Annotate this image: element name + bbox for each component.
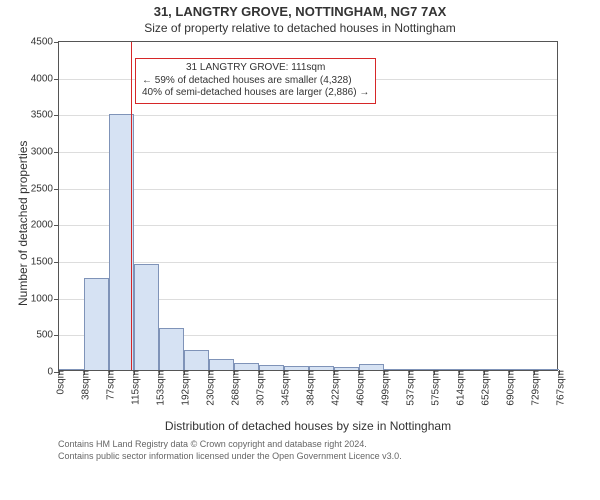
chart-container: Number of detached properties 0500100015… — [58, 41, 600, 433]
y-tick-label: 4500 — [31, 37, 59, 48]
y-tick-label: 500 — [36, 330, 59, 341]
histogram-bar — [84, 278, 109, 370]
x-tick-label: 77sqm — [102, 370, 117, 400]
x-tick-label: 115sqm — [127, 370, 142, 405]
annotation-line: ← 59% of detached houses are smaller (4,… — [142, 75, 369, 88]
x-tick-label: 38sqm — [77, 370, 92, 400]
annotation-line: 31 LANGTRY GROVE: 111sqm — [142, 62, 369, 75]
x-tick-label: 729sqm — [527, 370, 542, 406]
y-axis-label: Number of detached properties — [16, 141, 30, 306]
histogram-bar — [159, 328, 184, 370]
chart-title: 31, LANGTRY GROVE, NOTTINGHAM, NG7 7AX — [0, 4, 600, 19]
histogram-bar — [209, 359, 234, 370]
property-marker-line — [131, 42, 132, 370]
x-tick-label: 499sqm — [377, 370, 392, 406]
x-axis-label: Distribution of detached houses by size … — [58, 419, 558, 433]
y-tick-label: 4000 — [31, 73, 59, 84]
x-tick-label: 690sqm — [502, 370, 517, 406]
x-tick-label: 767sqm — [552, 370, 567, 406]
plot-area: 0500100015002000250030003500400045000sqm… — [58, 41, 558, 371]
footer-line: Contains HM Land Registry data © Crown c… — [58, 439, 600, 451]
chart-subtitle: Size of property relative to detached ho… — [0, 21, 600, 35]
y-tick-label: 1000 — [31, 293, 59, 304]
footer-attribution: Contains HM Land Registry data © Crown c… — [58, 439, 600, 462]
x-tick-label: 345sqm — [277, 370, 292, 406]
x-tick-label: 422sqm — [327, 370, 342, 406]
y-tick-label: 3500 — [31, 110, 59, 121]
x-tick-label: 153sqm — [152, 370, 167, 406]
x-tick-label: 537sqm — [402, 370, 417, 406]
footer-line: Contains public sector information licen… — [58, 451, 600, 463]
histogram-bar — [234, 363, 259, 370]
y-tick-label: 2000 — [31, 220, 59, 231]
annotation-box: 31 LANGTRY GROVE: 111sqm← 59% of detache… — [135, 58, 376, 104]
y-tick-label: 3000 — [31, 147, 59, 158]
x-tick-label: 384sqm — [302, 370, 317, 406]
x-tick-label: 230sqm — [202, 370, 217, 406]
x-tick-label: 652sqm — [477, 370, 492, 406]
x-tick-label: 0sqm — [52, 370, 67, 394]
histogram-bar — [184, 350, 209, 370]
y-tick-label: 1500 — [31, 257, 59, 268]
histogram-bar — [134, 264, 159, 370]
y-tick-label: 2500 — [31, 183, 59, 194]
x-tick-label: 192sqm — [177, 370, 192, 406]
x-tick-label: 268sqm — [227, 370, 242, 406]
x-tick-label: 575sqm — [427, 370, 442, 406]
annotation-line: 40% of semi-detached houses are larger (… — [142, 87, 369, 100]
x-tick-label: 460sqm — [352, 370, 367, 406]
histogram-bar — [109, 114, 134, 370]
x-tick-label: 307sqm — [252, 370, 267, 406]
x-tick-label: 614sqm — [452, 370, 467, 406]
